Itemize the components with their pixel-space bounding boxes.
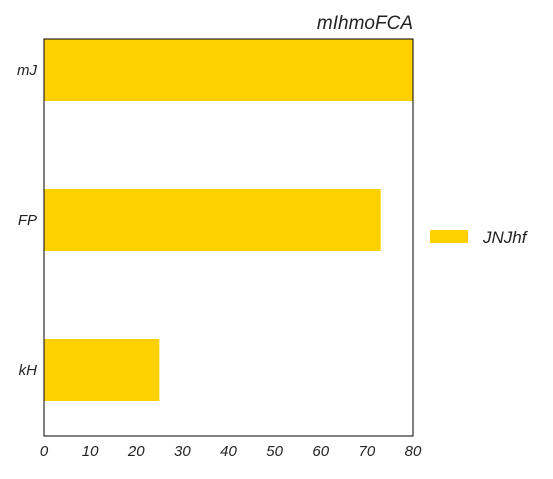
y-axis-labels: mJ FP kH [17, 62, 37, 379]
chart-title: mIhmoFCA [317, 13, 413, 34]
plot-frame [43, 38, 414, 437]
x-tick-label: 50 [266, 443, 283, 460]
x-tick-label: 30 [174, 443, 191, 460]
bar-mJ [44, 39, 413, 101]
bar-kH [44, 339, 160, 401]
x-tick-label: 20 [127, 443, 145, 460]
x-tick-label: 10 [82, 443, 99, 460]
x-tick-label: 60 [312, 443, 329, 460]
y-tick-label: mJ [17, 62, 37, 79]
legend: JNJhf [430, 228, 529, 247]
legend-swatch [430, 230, 468, 243]
bars-layer [44, 39, 413, 401]
x-tick-label: 70 [359, 443, 376, 460]
legend-label: JNJhf [482, 228, 529, 247]
y-tick-label: kH [19, 362, 38, 379]
x-axis-labels: 0 10 20 30 40 50 60 70 80 [40, 443, 422, 460]
x-tick-label: 40 [220, 443, 237, 460]
x-tick-label: 0 [40, 443, 49, 460]
y-tick-label: FP [18, 212, 37, 229]
x-tick-label: 80 [405, 443, 422, 460]
bar-FP [44, 189, 381, 251]
